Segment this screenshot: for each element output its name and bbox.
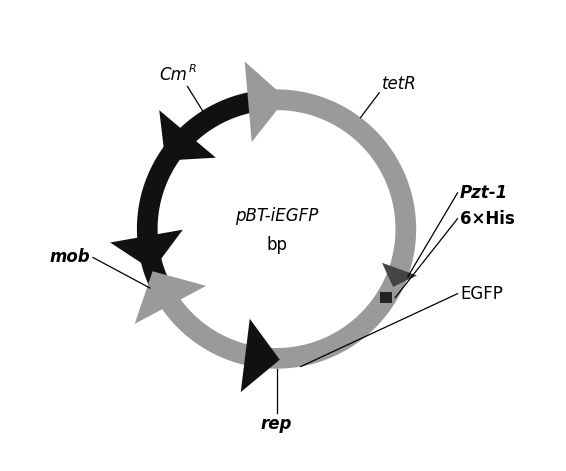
Text: Cm: Cm bbox=[160, 66, 187, 84]
Text: EGFP: EGFP bbox=[460, 284, 503, 303]
Text: mob: mob bbox=[50, 249, 91, 267]
Text: pBT-iEGFP: pBT-iEGFP bbox=[235, 207, 318, 225]
Polygon shape bbox=[135, 271, 206, 324]
Text: tetR: tetR bbox=[382, 75, 417, 93]
Polygon shape bbox=[156, 89, 416, 369]
Bar bbox=[380, 292, 392, 303]
Text: R: R bbox=[189, 64, 196, 73]
Polygon shape bbox=[245, 61, 286, 142]
Text: Pzt-1: Pzt-1 bbox=[460, 184, 508, 202]
Polygon shape bbox=[110, 230, 183, 270]
Polygon shape bbox=[382, 263, 417, 287]
Text: 6×His: 6×His bbox=[460, 210, 515, 227]
Polygon shape bbox=[159, 110, 216, 161]
Polygon shape bbox=[241, 319, 280, 392]
Text: rep: rep bbox=[261, 415, 292, 433]
Text: bp: bp bbox=[266, 236, 287, 253]
Polygon shape bbox=[137, 89, 271, 299]
